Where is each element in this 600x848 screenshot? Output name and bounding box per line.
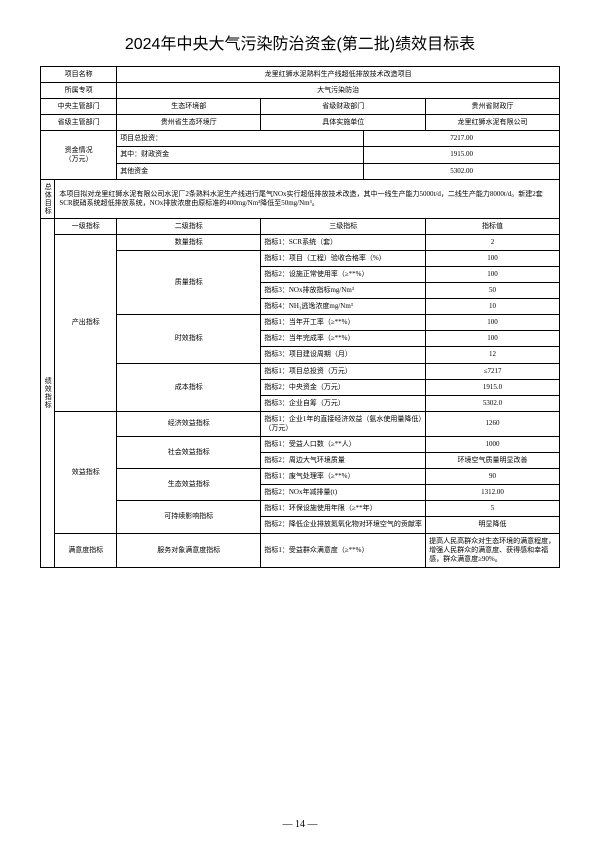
- time-v2: 100: [426, 331, 560, 347]
- main-table: 项目名称 龙里红狮水泥熟料生产线超低排放技术改造项目 所属专项 大气污染防治 中…: [40, 66, 560, 568]
- soc-v1: 1000: [426, 436, 560, 452]
- qlt-i1: 指标1：项目（工程）验收合格率（%）: [261, 250, 426, 266]
- val-impl-unit: 龙里红狮水泥有限公司: [426, 115, 560, 131]
- sat-v1: 提高人民高群众对生态环境的满意程度，增强人民群众的满意度、获得感和幸福感，群众满…: [426, 533, 560, 567]
- time-v3: 12: [426, 347, 560, 363]
- qlt-i2: 指标2：设施正常使用率（≥**%）: [261, 266, 426, 282]
- val-central-dept: 生态环境部: [117, 99, 261, 115]
- qlt-v4: 10: [426, 299, 560, 315]
- h-lvl3: 三级指标: [261, 218, 426, 234]
- eco-v1: 90: [426, 469, 560, 485]
- sus-i2: 指标2：降低企业排放氮氧化物对环境空气的贡献率: [261, 517, 426, 533]
- label-impl-unit: 具体实施单位: [261, 115, 426, 131]
- label-prov-finance: 省级财政部门: [261, 99, 426, 115]
- qlt-v1: 100: [426, 250, 560, 266]
- h-lvl2: 二级指标: [117, 218, 261, 234]
- goal-text: 本项目拟对龙里红狮水泥有限公司水泥厂2条熟料水泥生产线进行尾气NOx实行超低排放…: [55, 179, 560, 218]
- time-i3: 指标3：项目建设周期（月）: [261, 347, 426, 363]
- time-name: 时效指标: [117, 315, 261, 363]
- val-prov-dept: 贵州省生态环境厅: [117, 115, 261, 131]
- qty-i1: 指标1：SCR系统（套）: [261, 234, 426, 250]
- cost-v2: 1915.0: [426, 379, 560, 395]
- side-output: 产出指标: [55, 234, 117, 411]
- label-special: 所属专项: [41, 83, 117, 99]
- cost-v1: ≤7217: [426, 363, 560, 379]
- val-other: 5302.00: [364, 163, 560, 179]
- qlt-i3: 指标3：NOx排放指标mg/Nm³: [261, 283, 426, 299]
- val-prov-finance: 贵州省财政厅: [426, 99, 560, 115]
- eco-i2: 指标2：NOx年减排量(t): [261, 485, 426, 501]
- label-other: 其他资金: [117, 163, 364, 179]
- soc-name: 社会效益指标: [117, 436, 261, 468]
- side-benefit: 效益指标: [55, 411, 117, 533]
- eco-v2: 1312.00: [426, 485, 560, 501]
- label-total-invest: 项目总投资：: [117, 131, 364, 147]
- label-project-name: 项目名称: [41, 67, 117, 83]
- val-special: 大气污染防治: [117, 83, 560, 99]
- label-funds: 资金情况 （万元）: [41, 131, 117, 179]
- sat-i1: 指标1：受益群众满意度（≥**%）: [261, 533, 426, 567]
- h-lvl1: 一级指标: [55, 218, 117, 234]
- soc-i1: 指标1：受益人口数（≥**人）: [261, 436, 426, 452]
- val-fiscal: 1915.00: [364, 147, 560, 163]
- label-central-dept: 中央主管部门: [41, 99, 117, 115]
- eco-name: 生态效益指标: [117, 469, 261, 501]
- sus-v1: 5: [426, 501, 560, 517]
- h-lvl4: 指标值: [426, 218, 560, 234]
- val-project-name: 龙里红狮水泥熟料生产线超低排放技术改造项目: [117, 67, 560, 83]
- page-title: 2024年中央大气污染防治资金(第二批)绩效目标表: [40, 30, 560, 54]
- qlt-v2: 100: [426, 266, 560, 282]
- qty-name: 数量指标: [117, 234, 261, 250]
- qlt-name: 质量指标: [117, 250, 261, 314]
- page-number: — 14 —: [40, 819, 560, 830]
- sus-i1: 指标1：环保设施使用年限（≥**年）: [261, 501, 426, 517]
- time-i1: 指标1：当年开工率（≥**%）: [261, 315, 426, 331]
- qlt-i4: 指标4：NH₃逃逸浓度mg/Nm³: [261, 299, 426, 315]
- label-prov-dept: 省级主管部门: [41, 115, 117, 131]
- label-fiscal: 其中：财政资金: [117, 147, 364, 163]
- side-perf: 绩效指标: [41, 218, 55, 567]
- val-total-invest: 7217.00: [364, 131, 560, 147]
- econ-i1: 指标1：企业1年的直接经济效益（氨水使用量降低）（万元）: [261, 411, 426, 436]
- cost-i1: 指标1：项目总投资（万元）: [261, 363, 426, 379]
- side-sat: 满意度指标: [55, 533, 117, 567]
- time-i2: 指标2：当年完成率（≥**%）: [261, 331, 426, 347]
- sat-name: 服务对象满意度指标: [117, 533, 261, 567]
- sus-v2: 明显降低: [426, 517, 560, 533]
- cost-i3: 指标3：企业自筹（万元）: [261, 395, 426, 411]
- qlt-v3: 50: [426, 283, 560, 299]
- cost-v3: 5302.0: [426, 395, 560, 411]
- cost-i2: 指标2：中央资金（万元）: [261, 379, 426, 395]
- sus-name: 可持续影响指标: [117, 501, 261, 533]
- econ-name: 经济效益指标: [117, 411, 261, 436]
- qty-v1: 2: [426, 234, 560, 250]
- cost-name: 成本指标: [117, 363, 261, 411]
- eco-i1: 指标1：废气处理率（≥**%）: [261, 469, 426, 485]
- time-v1: 100: [426, 315, 560, 331]
- soc-i2: 指标2：周边大气环境质量: [261, 453, 426, 469]
- econ-v1: 1260: [426, 411, 560, 436]
- soc-v2: 环境空气质量明显改善: [426, 453, 560, 469]
- side-goal: 总体目标: [41, 179, 55, 218]
